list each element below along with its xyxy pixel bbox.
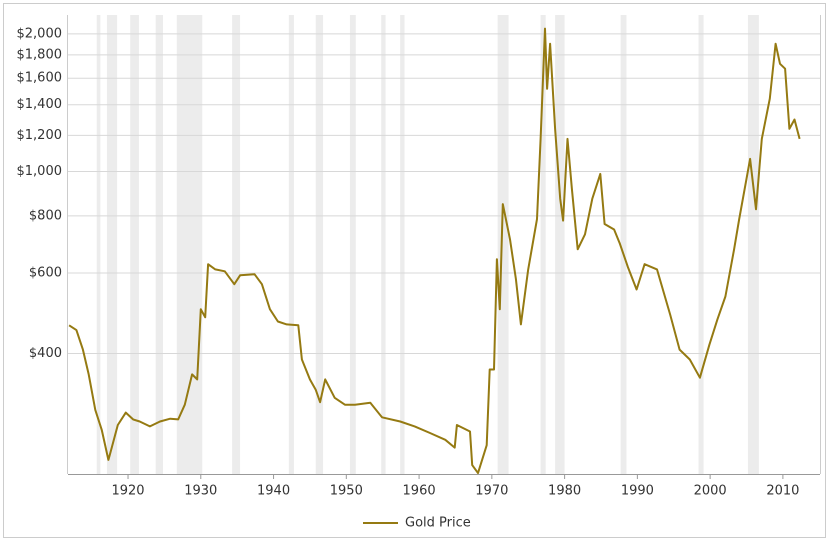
y-tick-label: $2,000 — [17, 26, 63, 41]
x-tick-label: 1930 — [184, 484, 217, 499]
shaded-period — [288, 15, 294, 474]
y-tick-label: $1,000 — [17, 164, 63, 179]
legend-label: Gold Price — [405, 516, 471, 531]
y-tick-label: $1,200 — [17, 128, 63, 143]
shaded-period — [381, 15, 386, 474]
shaded-period — [620, 15, 627, 474]
shaded-period — [349, 15, 356, 474]
y-tick-label: $600 — [29, 265, 62, 280]
price-line — [68, 27, 801, 475]
chart-frame — [3, 3, 826, 538]
shaded-period — [315, 15, 324, 474]
x-tick-label: 1940 — [257, 484, 290, 499]
y-tick-label: $800 — [29, 208, 62, 223]
shaded-period — [232, 15, 241, 474]
shaded-period — [747, 15, 759, 474]
x-tick-label: 1980 — [548, 484, 581, 499]
shaded-period — [540, 15, 546, 474]
x-tick-label: 2000 — [694, 484, 727, 499]
shaded-period — [96, 15, 101, 474]
shaded-period — [130, 15, 139, 474]
shaded-period — [155, 15, 163, 474]
y-tick-label: $400 — [29, 346, 62, 361]
x-tick-label: 1920 — [111, 484, 144, 499]
x-tick-label: 1950 — [330, 484, 363, 499]
x-tick-label: 1960 — [403, 484, 436, 499]
x-tick-label: 1970 — [475, 484, 508, 499]
shaded-period — [555, 15, 565, 474]
y-tick-label: $1,400 — [17, 97, 63, 112]
shaded-period — [497, 15, 509, 474]
y-tick-label: $1,800 — [17, 47, 63, 62]
y-tick-label: $1,600 — [17, 71, 63, 86]
x-tick-label: 1990 — [621, 484, 654, 499]
x-tick-label: 2010 — [766, 484, 799, 499]
shaded-period — [106, 15, 118, 474]
shaded-period — [176, 15, 203, 474]
shaded-period — [400, 15, 405, 474]
shaded-period — [698, 15, 704, 474]
